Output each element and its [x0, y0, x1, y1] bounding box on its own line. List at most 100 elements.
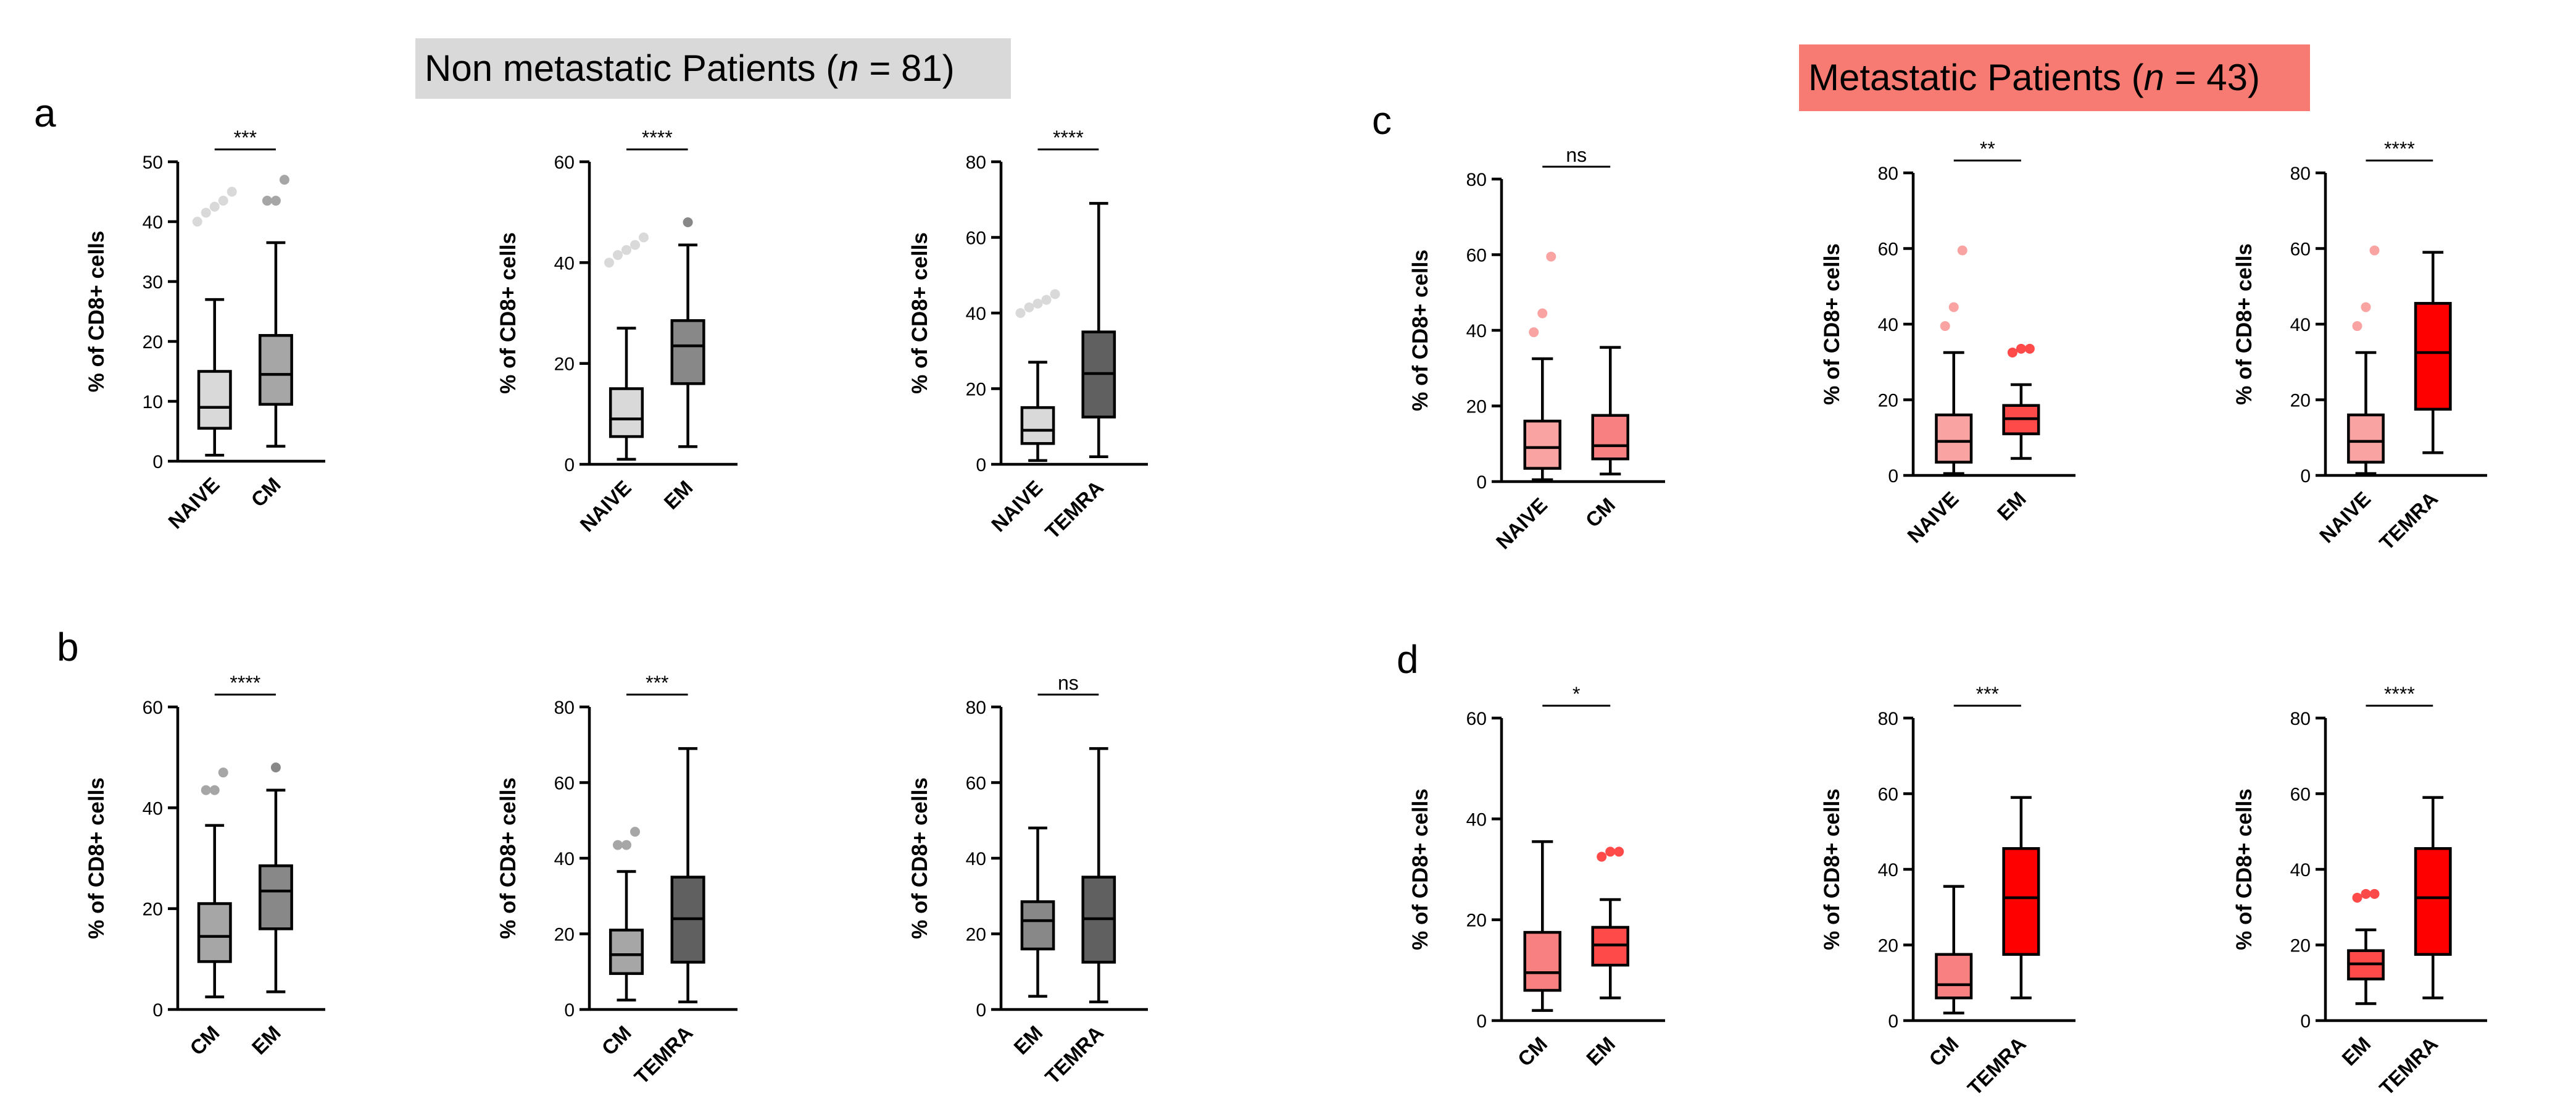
y-tick-label: 20: [1878, 391, 1898, 411]
y-axis-label: % of CD8+ cells: [85, 231, 109, 393]
y-tick-label: 60: [1878, 785, 1898, 805]
y-tick-label: 80: [966, 153, 986, 173]
y-tick-label: 10: [143, 392, 163, 412]
y-tick-label: 60: [966, 228, 986, 249]
y-tick-label: 40: [1878, 315, 1898, 335]
y-tick-label: 80: [1466, 170, 1487, 190]
title-metastatic-background: [1799, 44, 2310, 111]
box-naive: [1523, 251, 1561, 482]
box-iqr: [1020, 406, 1055, 445]
box-naive: [2347, 245, 2385, 475]
y-tick-label: 0: [976, 455, 986, 475]
y-tick-label: 0: [1476, 472, 1487, 493]
y-tick-label: 20: [1466, 397, 1487, 417]
panel-letter-d: d: [1397, 637, 1419, 682]
y-axis-label: % of CD8+ cells: [1408, 249, 1432, 411]
y-tick-label: 60: [554, 774, 575, 794]
y-axis-label: % of CD8+ cells: [496, 777, 520, 939]
y-tick-label: 20: [554, 354, 575, 375]
y-tick-label: 40: [1466, 321, 1487, 341]
category-label-cm: CM: [1513, 1032, 1552, 1071]
chart-d1: 0 20 40 60 % of CD8+ cells CM EM *: [1408, 683, 1665, 1071]
category-label-em: EM: [247, 1021, 285, 1059]
y-tick-label: 20: [966, 380, 986, 400]
y-tick-label: 20: [1878, 936, 1898, 956]
chart-d3: 0 20 40 60 80 % of CD8+ cells EM TEMRA ****: [2232, 683, 2487, 1100]
box-iqr: [2347, 413, 2385, 464]
y-tick-label: 80: [966, 698, 986, 718]
box-cm: [258, 175, 293, 448]
box-iqr: [197, 370, 232, 430]
y-axis-label: % of CD8+ cells: [2232, 243, 2256, 405]
y-axis-label: % of CD8+ cells: [1820, 788, 1844, 950]
box-iqr: [2414, 847, 2452, 956]
box-iqr: [2414, 302, 2452, 411]
y-tick-label: 0: [976, 1000, 986, 1021]
box-em: [258, 763, 293, 993]
title-non-metastatic-background: [415, 38, 1011, 99]
box-cm: [1523, 840, 1561, 1012]
category-label-temra: TEMRA: [2375, 1032, 2442, 1100]
y-axis-label: % of CD8+ cells: [908, 777, 932, 939]
category-label-cm: CM: [1924, 1032, 1963, 1071]
box-temra: [2414, 796, 2452, 1000]
outlier-point: [1041, 295, 1052, 305]
y-tick-label: 40: [2290, 315, 2311, 335]
outlier-point: [613, 250, 623, 261]
box-temra: [2414, 251, 2452, 454]
y-tick-label: 60: [1466, 709, 1487, 729]
category-label-cm: CM: [1581, 493, 1619, 532]
outlier-point: [1529, 327, 1539, 338]
outlier-point: [2024, 343, 2035, 354]
box-iqr: [1020, 900, 1055, 951]
outlier-point: [270, 763, 281, 772]
significance-label: ns: [1566, 144, 1587, 166]
title-non-metastatic-n: n: [838, 48, 858, 89]
title-metastatic-suffix: = 43): [2164, 57, 2260, 98]
category-label-cm: CM: [185, 1021, 223, 1059]
box-cm: [1591, 346, 1629, 475]
svg-text:Non metastatic Patients (n = 8: Non metastatic Patients (n = 81): [425, 48, 955, 89]
significance-label: ***: [646, 672, 668, 694]
y-tick-label: 80: [2290, 164, 2311, 184]
outlier-point: [262, 196, 272, 206]
significance-label: **: [1980, 138, 1995, 160]
y-tick-label: 0: [2300, 1011, 2311, 1032]
outlier-point: [192, 217, 202, 227]
box-em: [1591, 846, 1629, 1000]
box-iqr: [197, 902, 232, 963]
panel-letter-a: a: [34, 91, 56, 135]
category-label-em: EM: [1993, 487, 2030, 525]
y-tick-label: 20: [1466, 911, 1487, 931]
y-axis-label: % of CD8+ cells: [2232, 788, 2256, 950]
outlier-point: [226, 186, 237, 197]
outlier-point: [2369, 245, 2380, 256]
box-iqr: [1935, 953, 1973, 1000]
box-iqr: [1591, 414, 1629, 461]
y-tick-label: 20: [143, 900, 163, 920]
y-tick-label: 20: [2290, 391, 2311, 411]
category-label-cm: CM: [246, 473, 285, 511]
chart-a1: 0 10 20 30 40 50 % of CD8+ cells NAIVE CM ***: [85, 127, 325, 533]
y-tick-label: 40: [966, 304, 986, 324]
category-label-temra: TEMRA: [629, 1021, 697, 1089]
chart-c3: 0 20 40 60 80 % of CD8+ cells NAIVE TEMRA ****: [2232, 138, 2487, 554]
y-tick-label: 0: [564, 1000, 575, 1021]
title-metastatic-n: n: [2144, 57, 2164, 98]
y-tick-label: 80: [2290, 709, 2311, 729]
y-axis-label: % of CD8+ cells: [496, 232, 520, 394]
box-cm: [1935, 885, 1973, 1014]
outlier-point: [279, 175, 289, 185]
outlier-point: [2361, 888, 2371, 899]
significance-label: ****: [1053, 127, 1084, 149]
significance-label: ****: [230, 672, 260, 694]
category-label-temra: TEMRA: [1041, 476, 1108, 543]
category-label-em: EM: [1009, 1021, 1047, 1059]
y-tick-label: 60: [966, 774, 986, 794]
box-temra: [1081, 202, 1116, 458]
y-tick-label: 20: [966, 925, 986, 945]
category-label-em: EM: [1582, 1032, 1619, 1070]
category-label-naive: NAIVE: [1903, 487, 1963, 547]
outlier-point: [1032, 298, 1043, 309]
